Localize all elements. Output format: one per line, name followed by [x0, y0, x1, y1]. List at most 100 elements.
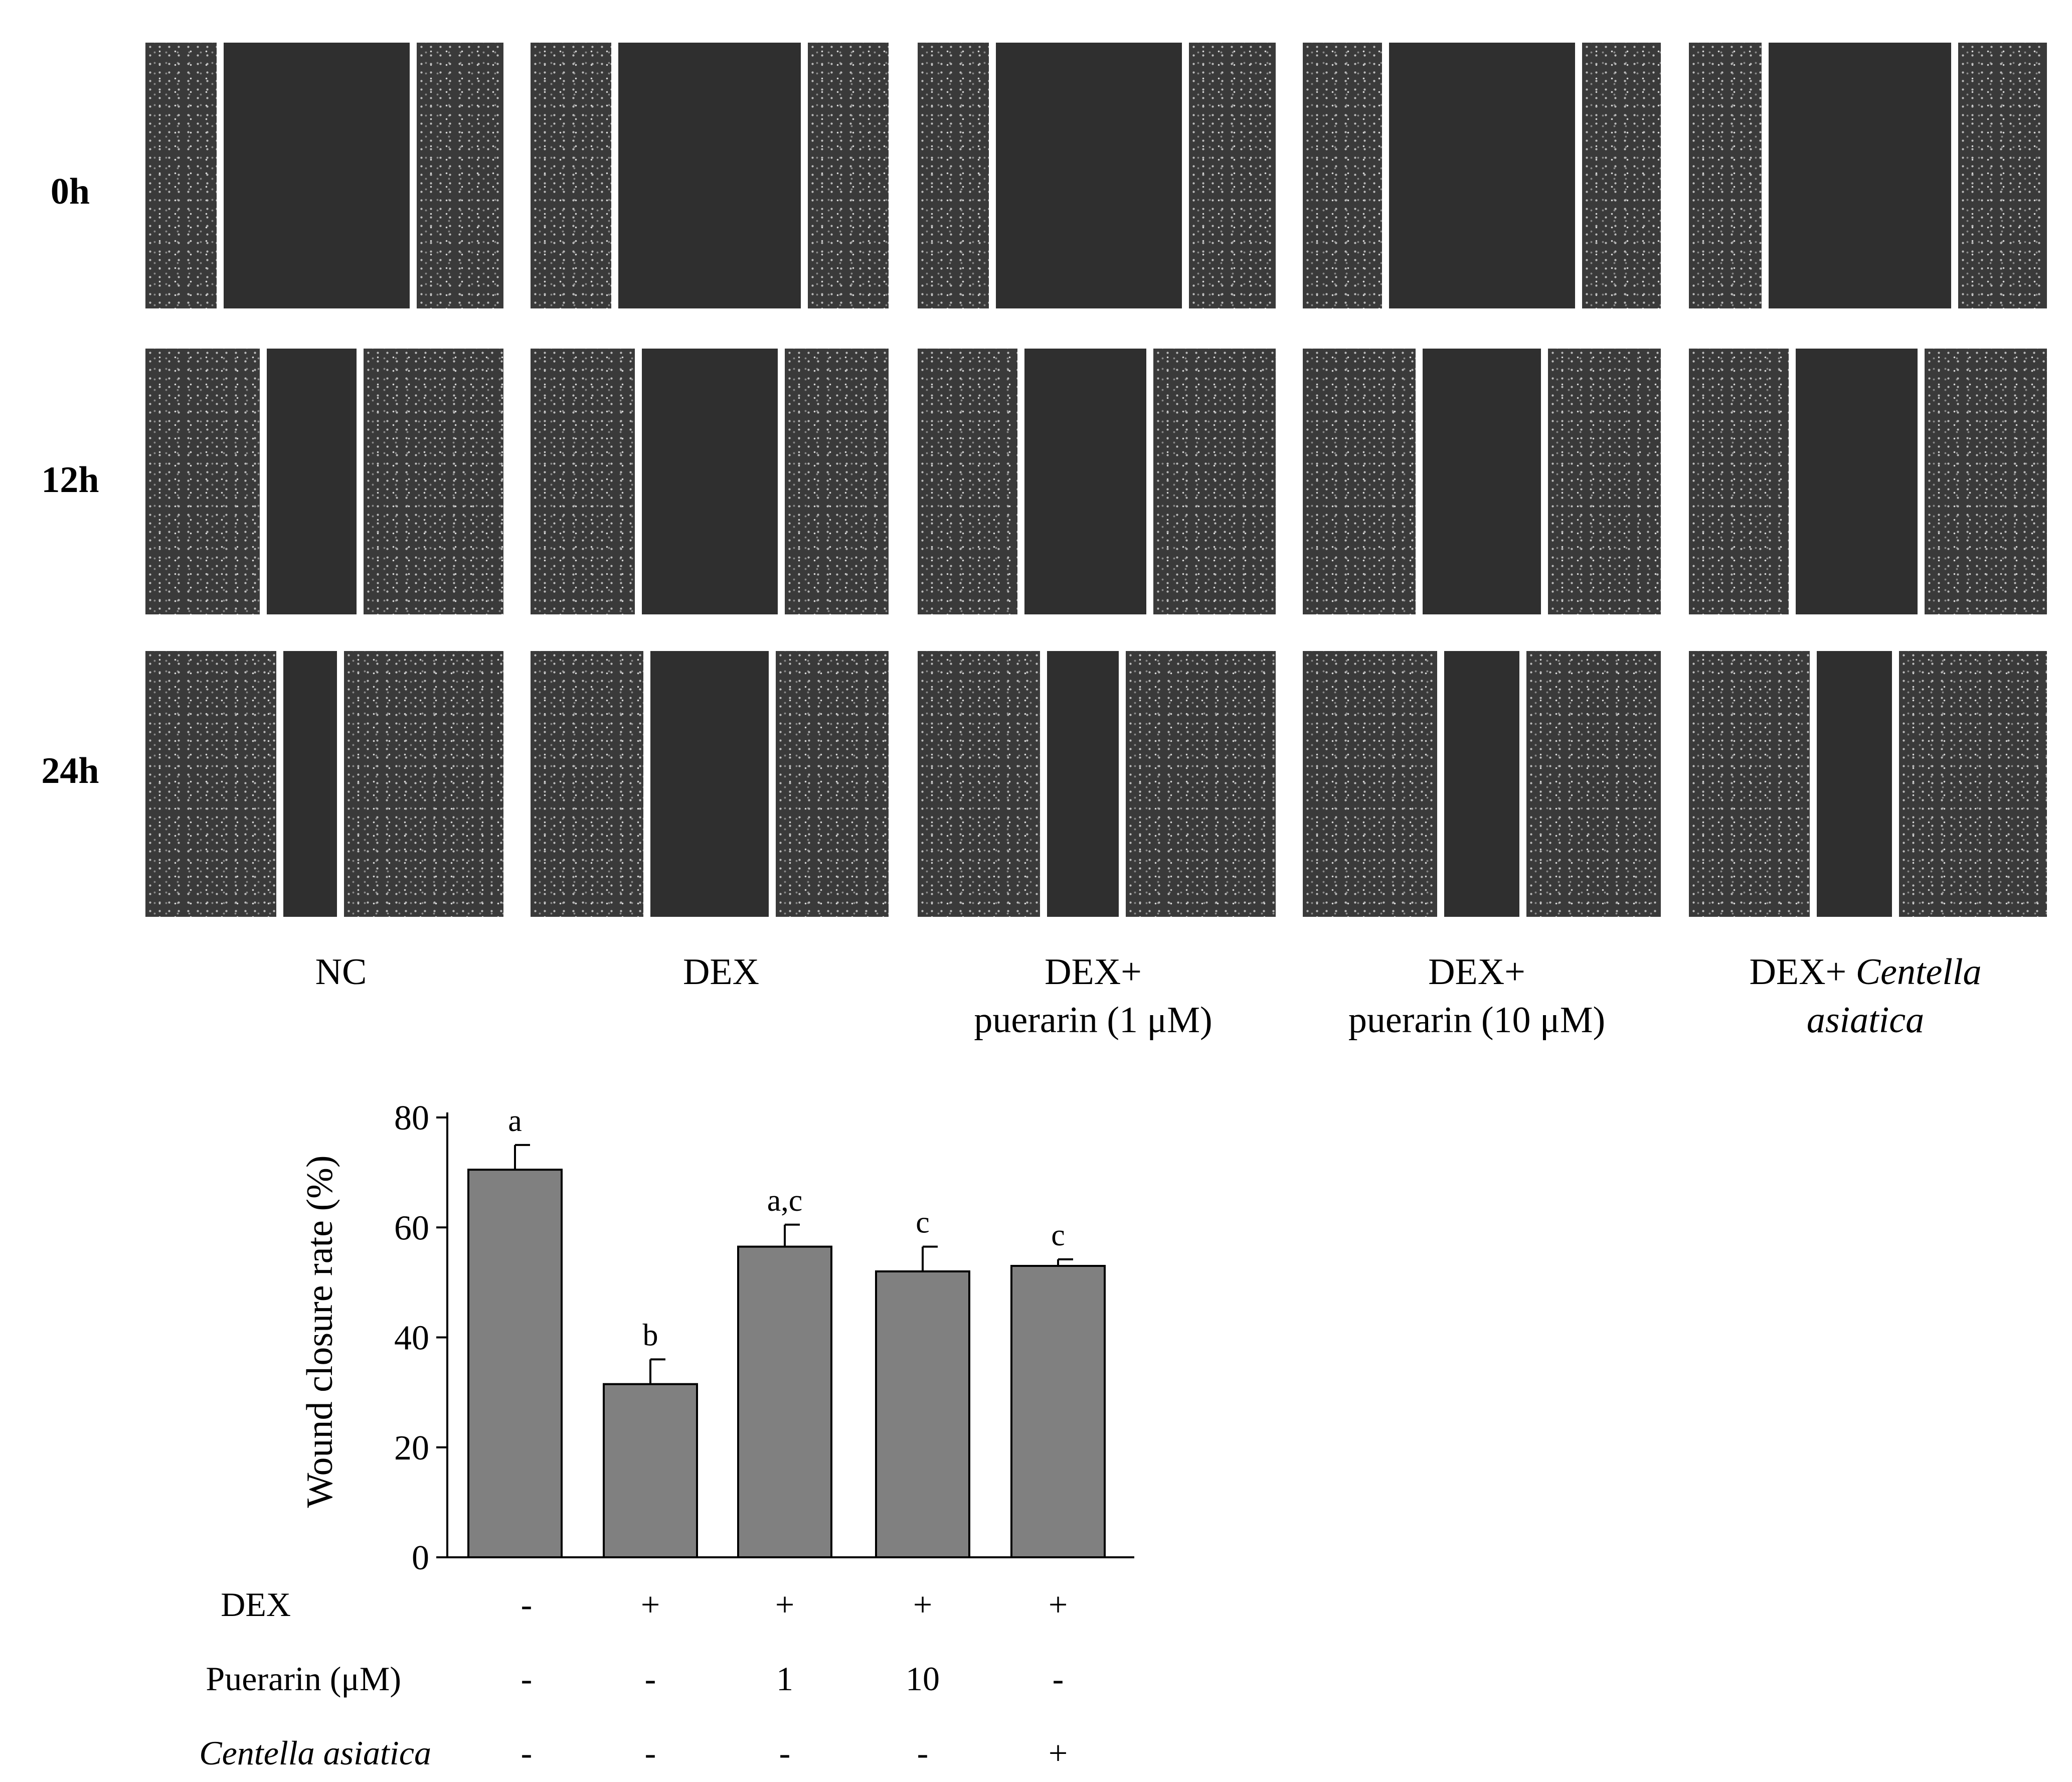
wound-gap	[650, 651, 769, 917]
wound-gap	[996, 43, 1182, 308]
treatment-cell: -	[1053, 1660, 1064, 1698]
bar	[1010, 1264, 1106, 1559]
row-label-12h: 12h	[41, 459, 99, 501]
wound-edge-line	[1789, 349, 1796, 614]
treatment-cell: -	[917, 1734, 929, 1772]
treatment-row-label: Centella asiatica	[199, 1734, 431, 1772]
micrograph-panel	[1303, 349, 1661, 614]
wound-edge-line	[1918, 349, 1925, 614]
treatment-cell: +	[775, 1585, 794, 1624]
row-label-24h: 24h	[41, 750, 99, 791]
significance-label: c	[916, 1206, 930, 1240]
bar	[467, 1169, 563, 1559]
wound-edge-line	[260, 349, 267, 614]
cell-monolayer	[785, 349, 889, 614]
cell-monolayer	[364, 349, 503, 614]
micrograph-panel	[145, 349, 503, 614]
wound-edge-line	[1437, 651, 1444, 917]
micrograph-panel	[1303, 43, 1661, 308]
cell-monolayer	[918, 651, 1040, 917]
treatment-cell: -	[521, 1734, 533, 1772]
wound-gap	[1024, 349, 1146, 614]
cell-monolayer	[1899, 651, 2047, 917]
wound-gap	[1796, 349, 1918, 614]
wound-edge-line	[357, 349, 364, 614]
wound-edge-line	[1382, 43, 1389, 308]
wound-gap	[1817, 651, 1892, 917]
micrograph-panel	[1303, 651, 1661, 917]
wound-gap	[618, 43, 801, 308]
micrograph-panel	[1689, 43, 2047, 308]
treatment-cell: +	[1049, 1734, 1068, 1772]
wound-gap	[1444, 651, 1519, 917]
cell-monolayer	[1958, 43, 2047, 308]
wound-edge-line	[769, 651, 776, 917]
cell-monolayer	[1689, 651, 1810, 917]
treatment-cell: -	[645, 1734, 656, 1772]
wound-edge-line	[989, 43, 996, 308]
column-label-dex-puerarin-10: DEX+ puerarin (10 μM)	[1348, 951, 1606, 1041]
cell-monolayer	[1126, 651, 1276, 917]
wound-gap	[1389, 43, 1575, 308]
micrograph-panel	[918, 43, 1276, 308]
y-tick-label: 20	[394, 1429, 429, 1468]
wound-edge-line	[1951, 43, 1958, 308]
micrograph-panel	[531, 43, 889, 308]
cell-monolayer	[1303, 651, 1437, 917]
y-tick-label: 40	[394, 1319, 429, 1358]
bar	[875, 1270, 970, 1558]
treatment-row-label: Puerarin (μM)	[206, 1660, 401, 1698]
bar	[737, 1245, 832, 1558]
cell-monolayer	[145, 349, 260, 614]
cell-monolayer	[1925, 349, 2047, 614]
wound-edge-line	[217, 43, 224, 308]
micrograph-grid: 0h 12h 24h NC DEX DEX+ puerarin (1 μM) D…	[41, 43, 2047, 1041]
treatment-cell: -	[521, 1585, 533, 1624]
wound-edge-line	[1810, 651, 1817, 917]
wound-gap	[1047, 651, 1119, 917]
wound-edge-line	[1541, 349, 1548, 614]
cell-monolayer	[1526, 651, 1661, 917]
cell-monolayer	[1153, 349, 1276, 614]
cell-monolayer	[1303, 43, 1382, 308]
wound-gap	[1769, 43, 1951, 308]
significance-label: a,c	[767, 1184, 803, 1218]
cell-monolayer	[417, 43, 503, 308]
bar	[603, 1383, 698, 1558]
y-tick-label: 0	[412, 1539, 429, 1577]
wound-edge-line	[1119, 651, 1126, 917]
cell-monolayer	[531, 349, 635, 614]
wound-edge-line	[1017, 349, 1024, 614]
micrograph-panel	[918, 349, 1276, 614]
wound-gap	[267, 349, 357, 614]
wound-edge-line	[778, 349, 785, 614]
wound-edge-line	[635, 349, 642, 614]
treatment-row-label: DEX	[221, 1585, 291, 1624]
wound-edge-line	[643, 651, 650, 917]
significance-label: a	[508, 1104, 522, 1138]
wound-edge-line	[1762, 43, 1769, 308]
treatment-cell: +	[913, 1585, 932, 1624]
wound-edge-line	[1416, 349, 1423, 614]
y-axis-label: Wound closure rate (%)	[299, 1156, 340, 1508]
wound-gap	[283, 651, 337, 917]
micrograph-panel	[145, 43, 503, 308]
column-label-dex: DEX	[682, 951, 760, 993]
y-tick-label: 80	[394, 1099, 429, 1138]
wound-edge-line	[1182, 43, 1189, 308]
cell-monolayer	[918, 349, 1017, 614]
y-tick-label: 60	[394, 1209, 429, 1247]
wound-gap	[1423, 349, 1541, 614]
treatment-cell: +	[1049, 1585, 1068, 1624]
wound-gap	[642, 349, 778, 614]
wound-edge-line	[801, 43, 808, 308]
micrograph-panel	[1689, 651, 2047, 917]
column-label-nc: NC	[315, 951, 367, 993]
wound-edge-line	[611, 43, 618, 308]
wound-edge-line	[276, 651, 283, 917]
cell-monolayer	[1582, 43, 1661, 308]
micrograph-panel	[918, 651, 1276, 917]
treatment-cell: 1	[776, 1660, 793, 1698]
cell-monolayer	[776, 651, 889, 917]
cell-monolayer	[145, 651, 276, 917]
